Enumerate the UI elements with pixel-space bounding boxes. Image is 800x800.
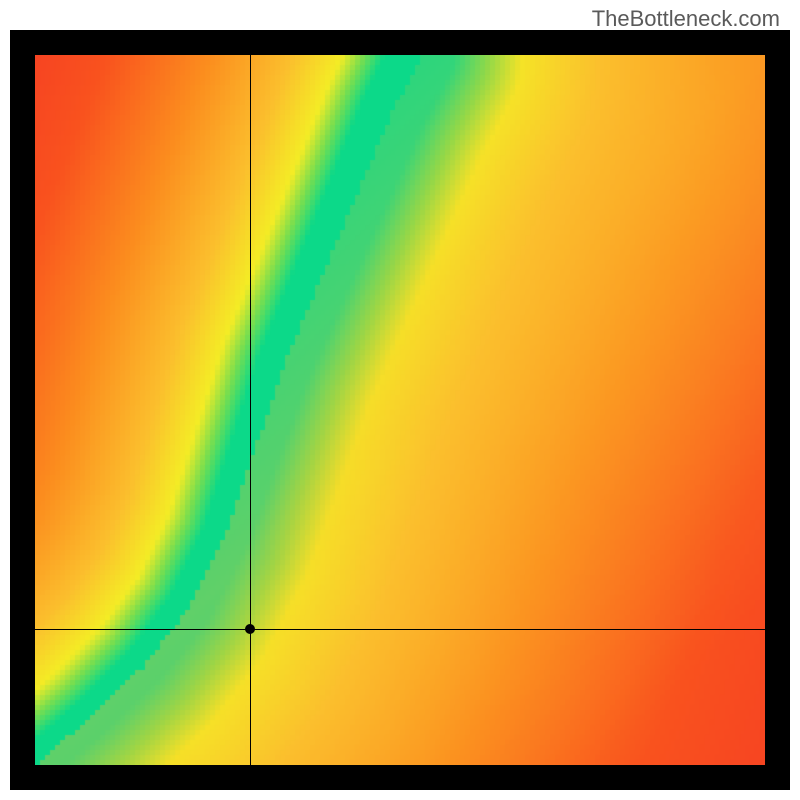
- crosshair-vertical: [250, 55, 251, 765]
- heatmap-canvas: [35, 55, 765, 765]
- marker-dot: [245, 624, 255, 634]
- chart-heatmap-area: [35, 55, 765, 765]
- watermark-text: TheBottleneck.com: [592, 6, 780, 32]
- chart-frame: [10, 30, 790, 790]
- crosshair-horizontal: [35, 629, 765, 630]
